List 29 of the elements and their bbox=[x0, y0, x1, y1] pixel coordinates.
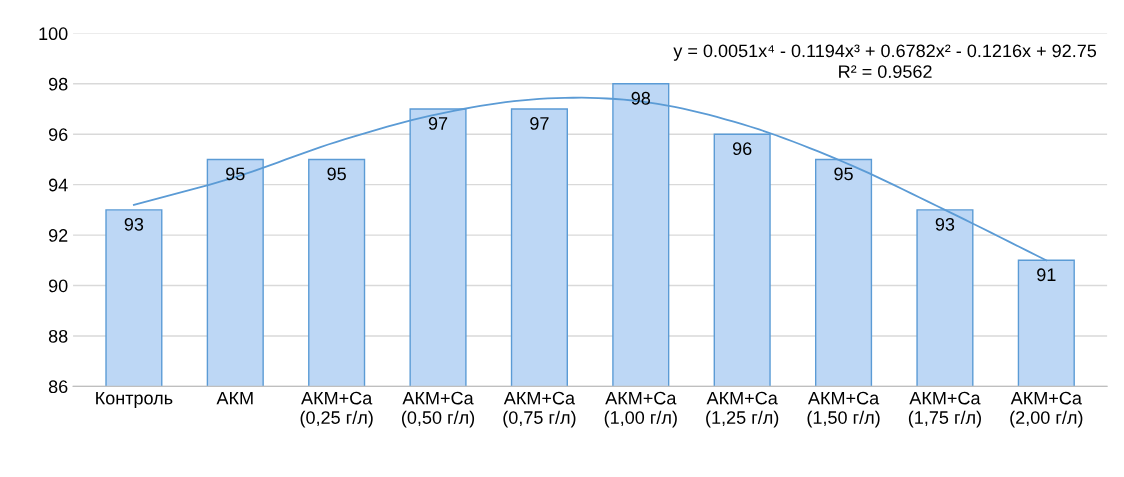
data-label: 95 bbox=[226, 167, 245, 181]
y-tick-label: 92 bbox=[48, 229, 68, 242]
data-label: 95 bbox=[834, 167, 853, 181]
y-tick-label: 98 bbox=[48, 77, 68, 91]
y-tick-label: 96 bbox=[48, 128, 68, 141]
data-label: 93 bbox=[124, 217, 144, 231]
y-tick-label: 86 bbox=[48, 380, 68, 394]
data-label: 97 bbox=[530, 117, 549, 130]
data-label: 91 bbox=[1037, 268, 1056, 282]
y-tick-label: 94 bbox=[48, 178, 68, 192]
data-label: 96 bbox=[732, 142, 752, 156]
x-tick-label: АКМ+Ca (0,25 г/л) bbox=[300, 391, 373, 428]
data-label: 95 bbox=[327, 167, 346, 181]
x-tick-label: АКМ+Ca (2,00 г/л) bbox=[1010, 391, 1083, 428]
data-label: 98 bbox=[631, 91, 651, 105]
y-tick-label: 88 bbox=[48, 329, 68, 343]
x-tick-label: АКМ+Ca (1,00 г/л) bbox=[604, 391, 677, 428]
x-tick-label: АКМ+Ca (1,25 г/л) bbox=[706, 391, 779, 428]
x-tick-label: АКМ bbox=[216, 391, 253, 405]
y-tick-label: 90 bbox=[48, 279, 68, 293]
x-tick-label: АКМ+Ca (1,50 г/л) bbox=[807, 391, 880, 428]
annotation: y = 0.0051x⁴ - 0.1194x³ + 0.6782x² - 0.1216x + 92.75 R² = 0.9562 bbox=[673, 44, 1097, 78]
x-tick-label: АКМ+Ca (0,75 г/л) bbox=[503, 391, 576, 428]
data-label: 93 bbox=[935, 217, 955, 231]
x-tick-label: АКМ+Ca (1,75 г/л) bbox=[908, 391, 981, 428]
data-label: 97 bbox=[428, 117, 448, 130]
x-tick-label: Контроль bbox=[96, 391, 173, 409]
y-tick-label: 100 bbox=[39, 27, 68, 41]
x-tick-label: АКМ+Ca (0,50 г/л) bbox=[401, 391, 475, 428]
